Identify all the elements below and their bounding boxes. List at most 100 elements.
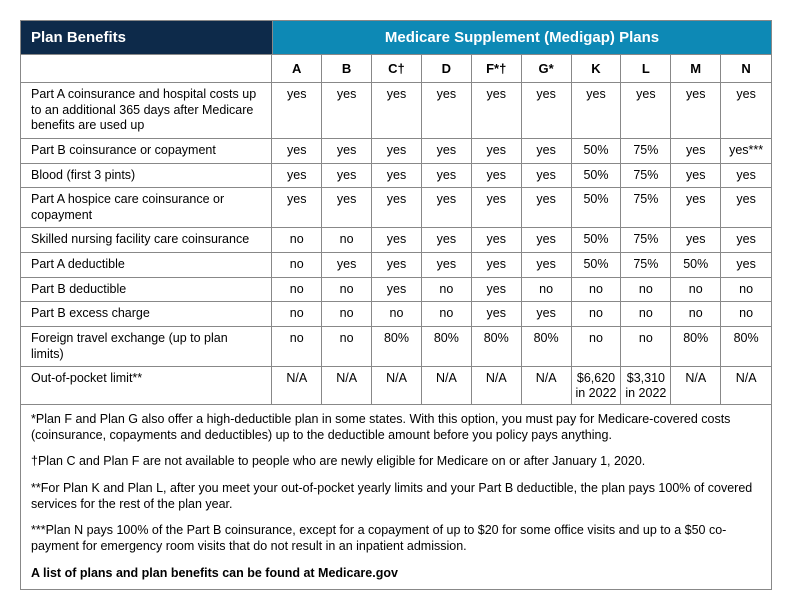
value-cell: no	[272, 327, 322, 366]
plan-col-c: C†	[372, 55, 422, 82]
value-cell: N/A	[721, 367, 771, 404]
value-cell: N/A	[522, 367, 572, 404]
footnote: *Plan F and Plan G also offer a high-ded…	[31, 411, 761, 444]
value-cell: yes	[472, 278, 522, 302]
plan-col-k: K	[572, 55, 622, 82]
value-cell: yes	[472, 188, 522, 227]
value-cell: no	[322, 302, 372, 326]
value-cell: no	[422, 302, 472, 326]
value-cell: yes	[721, 83, 771, 138]
value-cell: 80%	[522, 327, 572, 366]
value-cell: N/A	[671, 367, 721, 404]
value-cell: 75%	[621, 164, 671, 188]
value-cell: yes***	[721, 139, 771, 163]
value-cell: no	[322, 278, 372, 302]
value-cell: yes	[522, 164, 572, 188]
value-cell: yes	[572, 83, 622, 138]
plan-col-f: F*†	[472, 55, 522, 82]
value-cell: 50%	[572, 228, 622, 252]
value-cell: yes	[322, 139, 372, 163]
value-cell: no	[621, 327, 671, 366]
value-cell: 50%	[572, 164, 622, 188]
plan-col-d: D	[422, 55, 472, 82]
value-cell: no	[272, 228, 322, 252]
table-row: Part B excess chargenonononoyesyesnonono…	[21, 301, 771, 326]
value-cell: yes	[522, 83, 572, 138]
value-cell: yes	[472, 139, 522, 163]
benefit-label: Foreign travel exchange (up to plan limi…	[21, 327, 272, 366]
plan-columns-spacer	[21, 55, 272, 82]
value-cell: yes	[422, 228, 472, 252]
value-cell: no	[572, 327, 622, 366]
value-cell: yes	[422, 139, 472, 163]
value-cell: yes	[372, 83, 422, 138]
table-row: Part B coinsurance or copaymentyesyesyes…	[21, 138, 771, 163]
value-cell: no	[721, 278, 771, 302]
value-cell: yes	[272, 83, 322, 138]
value-cell: yes	[621, 83, 671, 138]
plan-col-g: G*	[522, 55, 572, 82]
value-cell: 75%	[621, 228, 671, 252]
plan-col-n: N	[721, 55, 771, 82]
value-cell: yes	[322, 188, 372, 227]
footnote: †Plan C and Plan F are not available to …	[31, 453, 761, 469]
benefit-label: Part B deductible	[21, 278, 272, 302]
value-cell: no	[372, 302, 422, 326]
plan-col-a: A	[272, 55, 322, 82]
value-cell: 75%	[621, 253, 671, 277]
value-cell: yes	[422, 164, 472, 188]
value-cell: yes	[322, 253, 372, 277]
value-cell: yes	[721, 228, 771, 252]
value-cell: yes	[522, 139, 572, 163]
value-cell: 80%	[721, 327, 771, 366]
value-cell: yes	[272, 139, 322, 163]
footnotes: *Plan F and Plan G also offer a high-ded…	[21, 404, 771, 589]
plan-col-l: L	[621, 55, 671, 82]
value-cell: $6,620 in 2022	[572, 367, 622, 404]
value-cell: yes	[671, 188, 721, 227]
table-row: Part A hospice care coinsurance or copay…	[21, 187, 771, 227]
value-cell: yes	[721, 188, 771, 227]
value-cell: $3,310 in 2022	[621, 367, 671, 404]
value-cell: yes	[472, 83, 522, 138]
value-cell: yes	[522, 302, 572, 326]
value-cell: 80%	[372, 327, 422, 366]
benefit-label: Out-of-pocket limit**	[21, 367, 272, 404]
value-cell: yes	[522, 188, 572, 227]
plan-col-b: B	[322, 55, 372, 82]
value-cell: yes	[671, 83, 721, 138]
benefit-label: Part A coinsurance and hospital costs up…	[21, 83, 272, 138]
benefit-label: Skilled nursing facility care coinsuranc…	[21, 228, 272, 252]
value-cell: yes	[422, 253, 472, 277]
value-cell: 50%	[671, 253, 721, 277]
table-row: Foreign travel exchange (up to plan limi…	[21, 326, 771, 366]
benefit-label: Part A hospice care coinsurance or copay…	[21, 188, 272, 227]
value-cell: yes	[522, 228, 572, 252]
table-row: Part A deductiblenoyesyesyesyesyes50%75%…	[21, 252, 771, 277]
value-cell: yes	[472, 302, 522, 326]
value-cell: no	[572, 278, 622, 302]
value-cell: yes	[522, 253, 572, 277]
value-cell: 80%	[671, 327, 721, 366]
value-cell: no	[621, 278, 671, 302]
value-cell: N/A	[472, 367, 522, 404]
medigap-table: Plan Benefits Medicare Supplement (Medig…	[20, 20, 772, 590]
value-cell: no	[422, 278, 472, 302]
value-cell: yes	[422, 188, 472, 227]
table-row: Part A coinsurance and hospital costs up…	[21, 82, 771, 138]
value-cell: no	[621, 302, 671, 326]
value-cell: 50%	[572, 139, 622, 163]
value-cell: N/A	[322, 367, 372, 404]
value-cell: yes	[671, 228, 721, 252]
value-cell: yes	[372, 278, 422, 302]
header-plans-title: Medicare Supplement (Medigap) Plans	[273, 21, 771, 54]
value-cell: 50%	[572, 188, 622, 227]
value-cell: no	[272, 302, 322, 326]
table-row: Skilled nursing facility care coinsuranc…	[21, 227, 771, 252]
plan-col-m: M	[671, 55, 721, 82]
value-cell: 50%	[572, 253, 622, 277]
value-cell: yes	[721, 253, 771, 277]
plan-columns-row: A B C† D F*† G* K L M N	[21, 54, 771, 82]
value-cell: no	[671, 302, 721, 326]
value-cell: yes	[372, 228, 422, 252]
